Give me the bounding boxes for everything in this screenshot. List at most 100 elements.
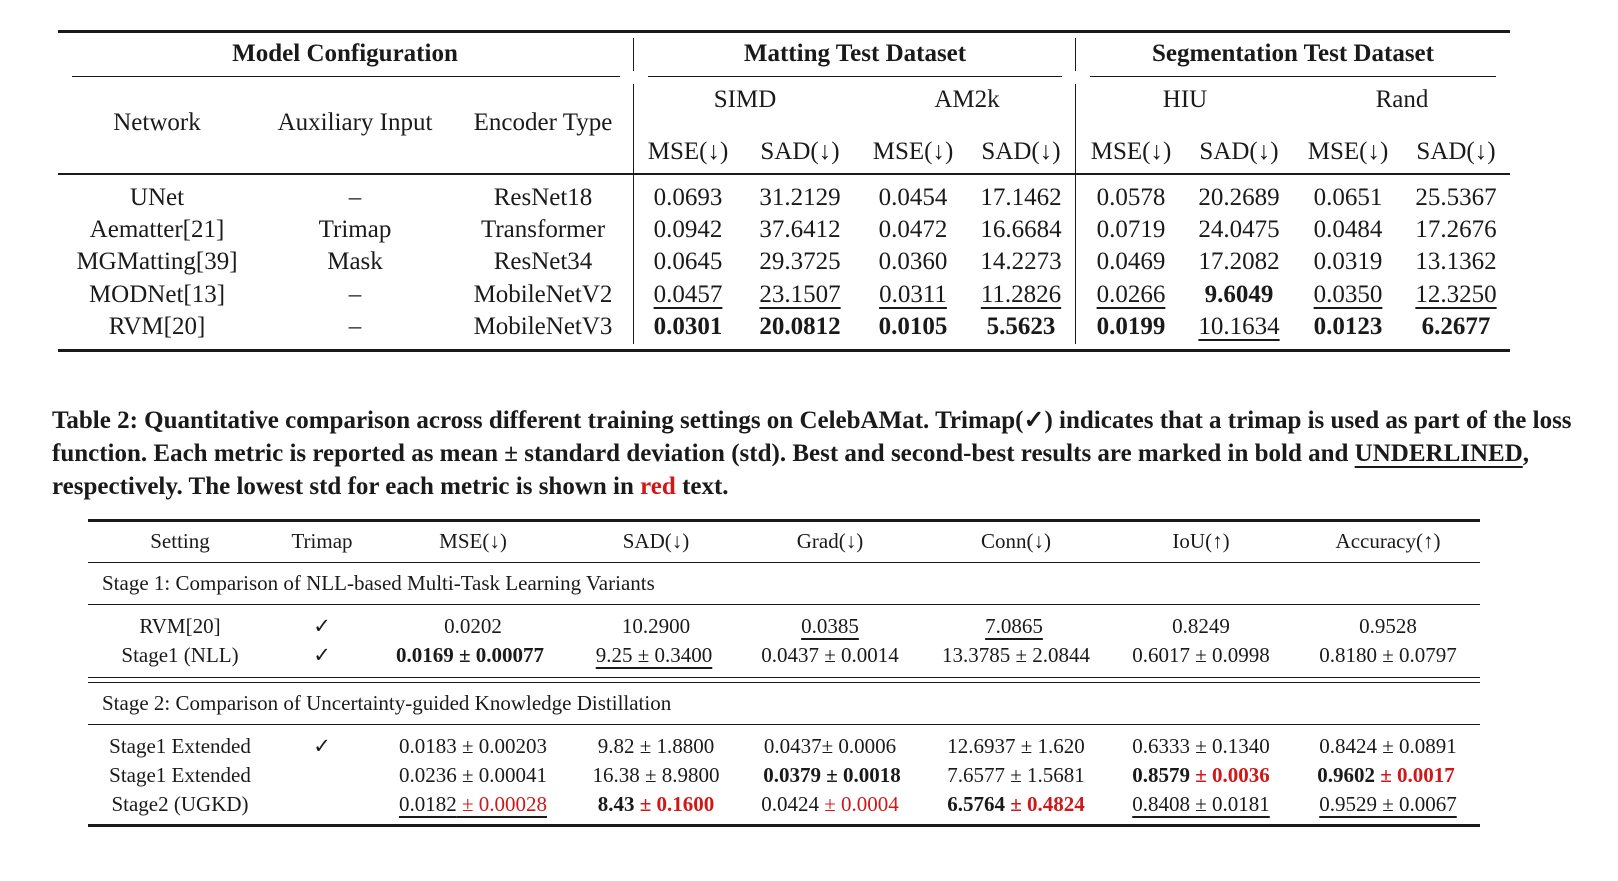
table1-vsep-2 bbox=[1075, 38, 1076, 71]
table2-header-sad: SAD(↓) bbox=[622, 529, 690, 553]
table1-cell-network: MODNet[13] bbox=[88, 281, 226, 308]
table2-header-mse: MSE(↓) bbox=[439, 529, 507, 553]
row-rvm-conn: 7.0865 bbox=[985, 614, 1043, 638]
table2-stage2-rule bbox=[88, 724, 1480, 725]
table1-cell-aux: Trimap bbox=[318, 216, 392, 243]
col-header-encoder: Encoder Type bbox=[473, 109, 613, 136]
table2-double-rule-b bbox=[88, 682, 1480, 683]
row-ext2-acc-mean: 0.9602 bbox=[1317, 763, 1375, 787]
table1-cell-rand-mse: 0.0123 bbox=[1313, 313, 1383, 340]
table1-cell-am2k-sad: 11.2826 bbox=[980, 281, 1062, 308]
row-ugkd-sad-std: ± 0.1600 bbox=[639, 792, 715, 816]
table1-cell-hiu-mse: 0.0578 bbox=[1096, 184, 1166, 211]
col-header-am2k: AM2k bbox=[934, 86, 1000, 113]
table1-cell-am2k-sad: 17.1462 bbox=[980, 184, 1062, 211]
row-nll-grad: 0.0437 ± 0.0014 bbox=[761, 643, 899, 667]
table1-cell-hiu-sad: 24.0475 bbox=[1198, 216, 1280, 243]
table1-cell-hiu-mse: 0.0199 bbox=[1096, 313, 1166, 340]
table2-header-trimap: Trimap bbox=[291, 529, 353, 553]
table1-cell-simd-sad: 31.2129 bbox=[759, 184, 841, 211]
row-ugkd-grad-mean: 0.0424 bbox=[761, 792, 819, 816]
table1-cell-rand-sad: 12.3250 bbox=[1415, 281, 1497, 308]
group-header-model-config: Model Configuration bbox=[232, 40, 458, 67]
row-ugkd-grad-std: ± 0.0004 bbox=[824, 792, 899, 816]
row-rvm-setting: RVM[20] bbox=[139, 614, 221, 638]
table1-seg-underline bbox=[1090, 76, 1496, 77]
row-ugkd-mse-mean: 0.0182 bbox=[398, 792, 457, 816]
row-ext1-conn: 12.6937 ± 1.620 bbox=[947, 734, 1085, 758]
table1-cell-am2k-sad: 14.2273 bbox=[980, 248, 1062, 275]
col-header-simd: SIMD bbox=[713, 86, 777, 113]
col-header-hiu: HIU bbox=[1162, 86, 1208, 113]
table1-cell-rand-mse: 0.0350 bbox=[1313, 281, 1383, 308]
table1-cell-hiu-mse: 0.0719 bbox=[1096, 216, 1166, 243]
table2-double-rule-a bbox=[88, 677, 1480, 678]
row-ext2-conn: 7.6577 ± 1.5681 bbox=[947, 763, 1085, 787]
row-nll-sad: 9.25 ± 0.3400 bbox=[595, 643, 713, 667]
row-ugkd-sad: 8.43 ± 0.1600 bbox=[598, 794, 715, 815]
row-ext2-grad: 0.0379 ± 0.0018 bbox=[763, 763, 901, 787]
table1-cell-am2k-mse: 0.0360 bbox=[878, 248, 948, 275]
table1-cell-rand-mse: 0.0319 bbox=[1313, 248, 1383, 275]
table1-cell-network: MGMatting[39] bbox=[76, 248, 238, 275]
row-ext2-iou: 0.8579 ± 0.0036 bbox=[1132, 765, 1270, 786]
table1-cell-simd-sad: 29.3725 bbox=[759, 248, 841, 275]
table1-cell-am2k-mse: 0.0472 bbox=[878, 216, 948, 243]
row-ext2-acc-std: ± 0.0017 bbox=[1380, 763, 1455, 787]
row-ext1-acc: 0.8424 ± 0.0891 bbox=[1319, 734, 1457, 758]
table1-cell-encoder: ResNet34 bbox=[493, 248, 593, 275]
table1-top-rule bbox=[58, 30, 1510, 33]
row-ext2-iou-std: ± 0.0036 bbox=[1195, 763, 1270, 787]
col-header-rand: Rand bbox=[1375, 86, 1429, 113]
table1-cell-rand-mse: 0.0484 bbox=[1313, 216, 1383, 243]
table1-cell-hiu-sad: 17.2082 bbox=[1198, 248, 1280, 275]
row-ugkd-conn-mean: 6.5764 bbox=[947, 792, 1005, 816]
table1-config-underline bbox=[72, 76, 620, 77]
row-ext1-sad: 9.82 ± 1.8800 bbox=[597, 734, 715, 758]
table1-cell-rand-sad: 25.5367 bbox=[1415, 184, 1497, 211]
caption-red-word: red bbox=[640, 473, 676, 500]
col-header-mse: MSE(↓) bbox=[872, 138, 954, 165]
table2-header-conn: Conn(↓) bbox=[981, 529, 1051, 553]
row-ext1-setting: Stage1 Extended bbox=[109, 734, 251, 758]
row-ugkd-iou: 0.8408 ± 0.0181 bbox=[1132, 792, 1270, 816]
caption-text-2: , respectively. The lowest std for each … bbox=[52, 440, 1530, 500]
stage2-section-title: Stage 2: Comparison of Uncertainty-guide… bbox=[102, 691, 672, 715]
row-ext1-trimap-check: ✓ bbox=[313, 734, 331, 758]
table2-header-grad: Grad(↓) bbox=[796, 529, 864, 553]
table1-cell-simd-sad: 23.1507 bbox=[759, 281, 841, 308]
col-header-mse: MSE(↓) bbox=[1307, 138, 1389, 165]
row-nll-conn: 13.3785 ± 2.0844 bbox=[941, 643, 1091, 667]
table1-cell-hiu-mse: 0.0266 bbox=[1096, 281, 1166, 308]
table1-cell-aux: – bbox=[348, 184, 362, 211]
row-ugkd-mse-std: ± 0.00028 bbox=[461, 792, 548, 816]
table1-cell-hiu-sad: 9.6049 bbox=[1204, 281, 1274, 308]
table1-cell-am2k-sad: 5.5623 bbox=[986, 313, 1056, 340]
table1-cell-hiu-sad: 10.1634 bbox=[1198, 313, 1280, 340]
table1-matting-underline bbox=[648, 76, 1062, 77]
table1-cell-hiu-mse: 0.0469 bbox=[1096, 248, 1166, 275]
caption-underlined-word: UNDERLINED bbox=[1354, 440, 1523, 467]
table1-cell-simd-sad: 37.6412 bbox=[759, 216, 841, 243]
table1-bottom-rule bbox=[58, 349, 1510, 352]
table1-cell-simd-mse: 0.0301 bbox=[653, 313, 723, 340]
row-nll-trimap-check: ✓ bbox=[313, 643, 331, 667]
row-rvm-grad: 0.0385 bbox=[801, 614, 859, 638]
table1-cell-rand-sad: 17.2676 bbox=[1415, 216, 1497, 243]
table1-cell-encoder: MobileNetV3 bbox=[473, 313, 613, 340]
table1-cell-aux: – bbox=[348, 281, 362, 308]
table1-cell-am2k-sad: 16.6684 bbox=[980, 216, 1062, 243]
row-nll-setting: Stage1 (NLL) bbox=[121, 643, 239, 667]
row-ugkd-conn: 6.5764 ± 0.4824 bbox=[947, 794, 1085, 815]
table2-header-iou: IoU(↑) bbox=[1172, 529, 1230, 553]
table1-cell-rand-mse: 0.0651 bbox=[1313, 184, 1383, 211]
table1-vsep-1b bbox=[633, 84, 634, 344]
col-header-sad: SAD(↓) bbox=[1416, 138, 1496, 165]
row-ugkd-mse: 0.0182 ± 0.00028 bbox=[399, 794, 547, 815]
row-ext1-iou: 0.6333 ± 0.1340 bbox=[1132, 734, 1270, 758]
row-nll-iou: 0.6017 ± 0.0998 bbox=[1132, 643, 1270, 667]
table1-cell-network: Aematter[21] bbox=[89, 216, 225, 243]
row-ugkd-acc: 0.9529 ± 0.0067 bbox=[1319, 792, 1457, 816]
table1-cell-rand-sad: 6.2677 bbox=[1421, 313, 1491, 340]
table2-header-accuracy: Accuracy(↑) bbox=[1335, 529, 1441, 553]
